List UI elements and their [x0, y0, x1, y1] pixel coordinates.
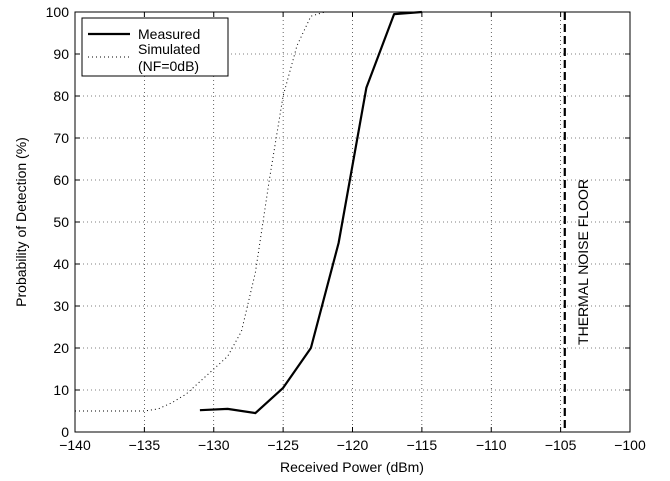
y-tick-label: 100	[46, 4, 70, 20]
y-tick-label: 20	[53, 340, 69, 356]
legend-simulated-sublabel: (NF=0dB)	[138, 58, 199, 74]
x-tick-label: −100	[614, 437, 646, 453]
y-tick-label: 80	[53, 88, 69, 104]
data-series	[75, 10, 422, 415]
y-axis-label: Probability of Detection (%)	[13, 137, 29, 307]
legend-measured-label: Measured	[138, 26, 200, 42]
x-tick-label: −110	[476, 437, 507, 453]
y-tick-label: 70	[53, 130, 69, 146]
legend-box	[81, 17, 229, 77]
y-tick-label: 0	[61, 424, 69, 440]
y-tick-label: 30	[53, 298, 69, 314]
x-tick-label: −120	[337, 437, 369, 453]
y-tick-label: 60	[53, 172, 69, 188]
x-tick-label: −125	[267, 437, 299, 453]
y-tick-label: 90	[53, 46, 69, 62]
plot-frame	[74, 11, 631, 433]
y-tick-label: 50	[53, 214, 69, 230]
x-tick-label: −115	[407, 437, 438, 453]
measured-series-line	[199, 10, 422, 415]
x-tick-label: −130	[198, 437, 230, 453]
legend-simulated-label: Simulated	[138, 41, 200, 57]
noise-floor-label: THERMAL NOISE FLOOR	[575, 179, 591, 345]
x-tick-label: −135	[129, 437, 161, 453]
x-axis-label: Received Power (dBm)	[280, 459, 424, 475]
x-tick-label: −140	[59, 437, 91, 453]
y-tick-label: 10	[53, 382, 69, 398]
axis-ticks: −140 −135 −130 −125 −120 −115 −110 −105 −100 0 10 2…	[46, 4, 646, 453]
x-tick-label: −105	[545, 437, 577, 453]
annotations: THERMAL NOISE FLOOR	[563, 12, 591, 432]
y-tick-label: 40	[53, 256, 69, 272]
